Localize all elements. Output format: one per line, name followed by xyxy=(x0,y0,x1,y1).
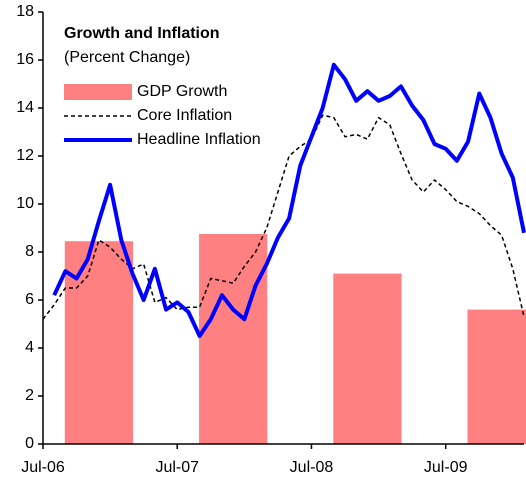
x-tick-label: Jul-07 xyxy=(155,459,199,476)
bar xyxy=(199,234,268,444)
line-series xyxy=(43,114,525,320)
y-tick-label: 10 xyxy=(16,195,34,212)
chart-subtitle: (Percent Change) xyxy=(64,49,190,66)
bar xyxy=(333,273,402,444)
plot-area xyxy=(43,62,526,444)
y-tick-label: 6 xyxy=(25,291,34,308)
x-tick-label: Jul-09 xyxy=(424,459,468,476)
legend-label: Core Inflation xyxy=(137,107,232,124)
y-tick-label: 8 xyxy=(25,243,34,260)
x-tick-label: Jul-08 xyxy=(290,459,334,476)
legend-label: GDP Growth xyxy=(137,83,227,100)
y-tick-label: 12 xyxy=(16,147,34,164)
bar xyxy=(467,309,526,444)
y-tick-label: 0 xyxy=(25,435,34,452)
y-tick-label: 18 xyxy=(16,3,34,20)
x-tick-label: Jul-06 xyxy=(21,459,65,476)
chart-title: Growth and Inflation xyxy=(64,25,220,42)
y-tick-label: 14 xyxy=(16,99,34,116)
y-tick-label: 4 xyxy=(25,339,34,356)
line-series xyxy=(52,62,526,338)
y-tick-label: 16 xyxy=(16,51,34,68)
y-tick-label: 2 xyxy=(25,387,34,404)
bar xyxy=(64,241,134,444)
legend-swatch xyxy=(64,84,132,100)
legend-label: Headline Inflation xyxy=(137,131,261,148)
